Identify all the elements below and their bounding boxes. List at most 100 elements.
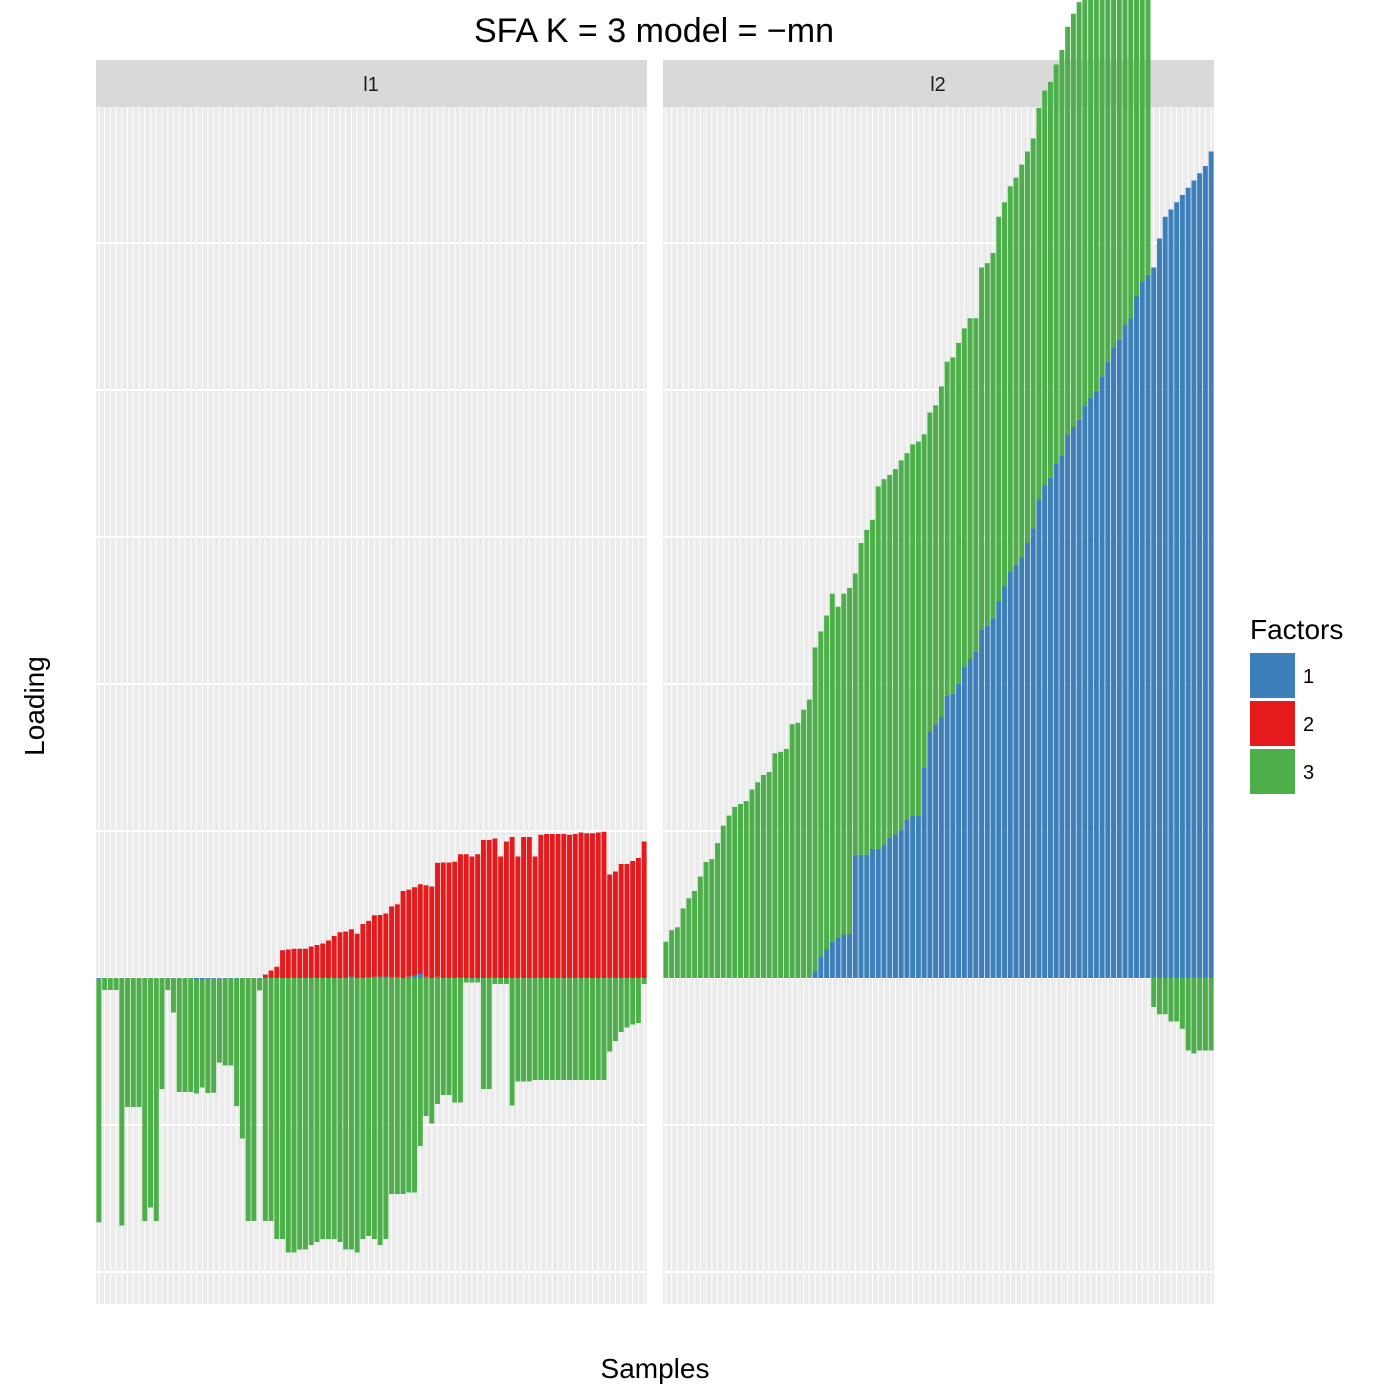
bar-l1-sample-21-factor-1 xyxy=(211,978,217,979)
bar-l2-sample-34-factor-1 xyxy=(852,854,858,978)
bar-l2-sample-65-factor-3 xyxy=(1030,138,1036,529)
bar-l2-sample-82-factor-3 xyxy=(1128,0,1134,319)
bar-l1-sample-24-factor-3 xyxy=(228,978,234,1066)
bar-l2-sample-32-factor-1 xyxy=(841,934,847,978)
bar-l2-sample-8-factor-3 xyxy=(703,862,709,978)
bar-l1-sample-18-factor-3 xyxy=(193,979,199,1094)
bar-l2-sample-76-factor-1 xyxy=(1093,390,1099,978)
bar-l2-sample-35-factor-1 xyxy=(858,854,864,978)
bar-l2-sample-28-factor-1 xyxy=(818,956,824,978)
bar-l1-sample-74-factor-2 xyxy=(515,856,521,978)
bar-l1-sample-30-factor-2 xyxy=(262,974,268,978)
bar-l1-sample-69-factor-2 xyxy=(486,840,492,978)
bar-l2-sample-85-factor-1 xyxy=(1145,274,1151,978)
bar-l1-sample-75-factor-2 xyxy=(521,837,527,978)
bar-l2-sample-82-factor-1 xyxy=(1128,318,1134,978)
bar-l1-sample-72-factor-2 xyxy=(503,841,509,978)
bar-l2-sample-69-factor-1 xyxy=(1053,463,1059,978)
bar-l1-sample-53-factor-3 xyxy=(394,978,400,1194)
bar-l2-sample-43-factor-1 xyxy=(904,819,910,978)
bar-l2-sample-38-factor-3 xyxy=(875,486,881,849)
bar-l1-sample-36-factor-2 xyxy=(297,948,303,978)
bar-l1-sample-12-factor-3 xyxy=(159,978,165,1089)
bar-l2-sample-42-factor-3 xyxy=(898,460,904,831)
bar-l1-sample-55-factor-2 xyxy=(406,889,412,977)
bar-l2-sample-61-factor-1 xyxy=(1007,572,1013,978)
bar-l1-sample-58-factor-2 xyxy=(423,885,429,977)
bar-l2-sample-94-factor-3 xyxy=(1197,978,1203,1051)
bar-l1-sample-39-factor-2 xyxy=(314,945,320,978)
bar-l1-sample-51-factor-3 xyxy=(383,978,389,1239)
bar-l2-sample-31-factor-1 xyxy=(835,937,841,978)
bar-l2-sample-37-factor-1 xyxy=(870,848,875,978)
bar-l2-sample-81-factor-3 xyxy=(1122,0,1128,326)
bar-l1-sample-92-factor-2 xyxy=(618,864,624,978)
bar-l2-sample-90-factor-1 xyxy=(1174,202,1180,978)
bar-l1-sample-49-factor-2 xyxy=(371,915,377,977)
bar-l1-sample-62-factor-2 xyxy=(446,862,452,978)
bar-l1-sample-52-factor-1 xyxy=(389,976,395,978)
bar-l2-sample-73-factor-3 xyxy=(1076,2,1082,420)
bar-l2-sample-72-factor-3 xyxy=(1070,13,1076,427)
bar-l2-sample-93-factor-1 xyxy=(1191,180,1197,978)
bar-l1-sample-68-factor-3 xyxy=(480,978,486,1089)
bar-l1-sample-87-factor-2 xyxy=(590,833,595,978)
bar-l2-sample-60-factor-1 xyxy=(1002,586,1007,978)
bar-l1-sample-35-factor-2 xyxy=(291,948,297,978)
bar-l2-sample-4-factor-3 xyxy=(680,908,686,978)
bar-l2-sample-80-factor-3 xyxy=(1116,0,1122,340)
bar-l1-sample-61-factor-2 xyxy=(440,862,446,978)
bar-l2-sample-41-factor-1 xyxy=(892,834,898,978)
bar-l1-sample-64-factor-3 xyxy=(457,978,463,1103)
bar-l2-sample-61-factor-3 xyxy=(1007,186,1013,573)
bar-l1-sample-95-factor-2 xyxy=(635,858,641,978)
bar-l2-sample-67-factor-1 xyxy=(1042,485,1048,978)
bar-l2-sample-51-factor-3 xyxy=(950,357,956,694)
bar-l1-sample-81-factor-3 xyxy=(555,978,561,1080)
bar-l1-sample-16-factor-3 xyxy=(182,978,188,1092)
bar-l2-sample-52-factor-1 xyxy=(956,683,962,978)
bar-l2-sample-51-factor-1 xyxy=(950,693,956,978)
bar-l2-sample-58-factor-1 xyxy=(990,618,996,978)
bar-l1-sample-13-factor-3 xyxy=(165,978,171,990)
bar-l1-sample-28-factor-3 xyxy=(251,978,257,1221)
bar-l2-sample-23-factor-3 xyxy=(789,724,795,978)
bar-l2-sample-45-factor-1 xyxy=(915,815,921,978)
bar-l2-sample-27-factor-3 xyxy=(812,647,818,971)
bar-l2-sample-62-factor-3 xyxy=(1013,177,1019,565)
bar-l1-sample-52-factor-2 xyxy=(389,906,395,977)
bar-l2-sample-43-factor-3 xyxy=(904,453,910,820)
bar-l1-sample-19-factor-1 xyxy=(199,978,205,980)
bar-l2-sample-28-factor-3 xyxy=(818,631,824,957)
bar-l1-sample-45-factor-3 xyxy=(348,978,354,1250)
bar-l2-sample-45-factor-3 xyxy=(915,441,921,816)
bar-l2-sample-95-factor-3 xyxy=(1202,978,1208,1051)
bar-l1-sample-50-factor-2 xyxy=(377,915,383,977)
bar-l2-sample-47-factor-3 xyxy=(927,412,933,732)
panel-l2-background xyxy=(663,107,1214,1304)
bar-l2-sample-18-factor-3 xyxy=(760,775,766,978)
bar-l2-sample-20-factor-3 xyxy=(772,753,778,978)
bar-l2-sample-22-factor-3 xyxy=(783,748,789,978)
bar-l2-sample-63-factor-3 xyxy=(1019,164,1025,558)
bar-l1-sample-81-factor-2 xyxy=(555,834,561,978)
bar-l2-sample-64-factor-1 xyxy=(1024,543,1030,978)
panel-l1-strip xyxy=(96,60,647,107)
bar-l1-sample-63-factor-3 xyxy=(452,978,458,1103)
bar-l2-sample-89-factor-1 xyxy=(1168,209,1174,978)
bar-l1-sample-65-factor-2 xyxy=(463,854,469,978)
panel-l1: l1 xyxy=(96,60,647,1304)
bar-l1-sample-15-factor-3 xyxy=(176,978,182,1092)
bar-l1-sample-23-factor-1 xyxy=(222,978,228,979)
bar-l1-sample-56-factor-1 xyxy=(412,975,418,978)
bar-l2-sample-30-factor-1 xyxy=(829,941,835,978)
bar-l1-sample-66-factor-3 xyxy=(469,978,475,983)
bar-l2-sample-11-factor-3 xyxy=(720,825,726,978)
bar-l2-sample-90-factor-3 xyxy=(1174,978,1180,1022)
bar-l2-sample-69-factor-3 xyxy=(1053,64,1059,464)
bar-l2-sample-31-factor-3 xyxy=(835,606,841,938)
bar-l1-sample-14-factor-3 xyxy=(171,978,176,1013)
chart-title: SFA K = 3 model = −mn xyxy=(474,12,834,50)
bar-l2-sample-44-factor-3 xyxy=(910,444,916,816)
bar-l1-sample-71-factor-2 xyxy=(498,856,504,978)
